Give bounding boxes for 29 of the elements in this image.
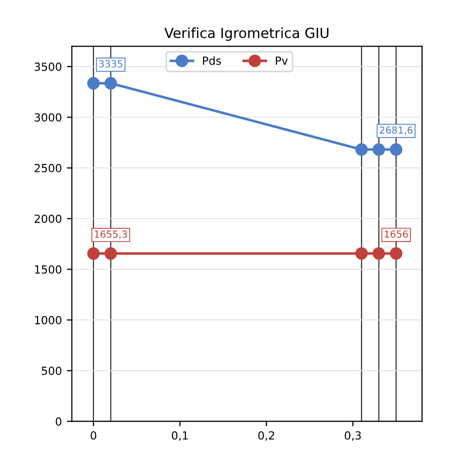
x-tick-label: 0,1 xyxy=(172,431,188,441)
x-tick-label: 0 xyxy=(90,431,96,440)
data-label: 2681,6 xyxy=(380,126,413,135)
y-tick-label: 1000 xyxy=(35,316,62,324)
data-label: 3335 xyxy=(99,60,122,68)
y-tick-label: 3000 xyxy=(34,113,62,122)
data-label: 1656 xyxy=(384,230,408,238)
point xyxy=(104,247,118,260)
chart-title: Verifica Igrometrica GIU xyxy=(164,27,328,41)
point xyxy=(390,143,402,156)
point xyxy=(87,77,100,90)
point xyxy=(390,247,402,260)
y-tick-label: 1500 xyxy=(35,265,62,274)
y-tick-label: 2000 xyxy=(34,214,62,223)
y-tick-label: 500 xyxy=(42,366,62,376)
y-tick-label: 2500 xyxy=(34,164,62,172)
point xyxy=(87,247,100,260)
point xyxy=(372,143,386,156)
point xyxy=(104,77,118,90)
y-tick-label: 3500 xyxy=(34,62,62,71)
y-tick-label: 0 xyxy=(56,417,62,426)
legend-label: Pds xyxy=(203,56,221,65)
point xyxy=(355,247,368,260)
point xyxy=(355,143,368,156)
x-tick-label: 0,2 xyxy=(258,431,274,441)
data-label: 1655,3 xyxy=(94,230,127,239)
point xyxy=(372,247,386,260)
x-tick-label: 0,3 xyxy=(344,431,361,441)
legend-label: Pv xyxy=(276,56,288,65)
